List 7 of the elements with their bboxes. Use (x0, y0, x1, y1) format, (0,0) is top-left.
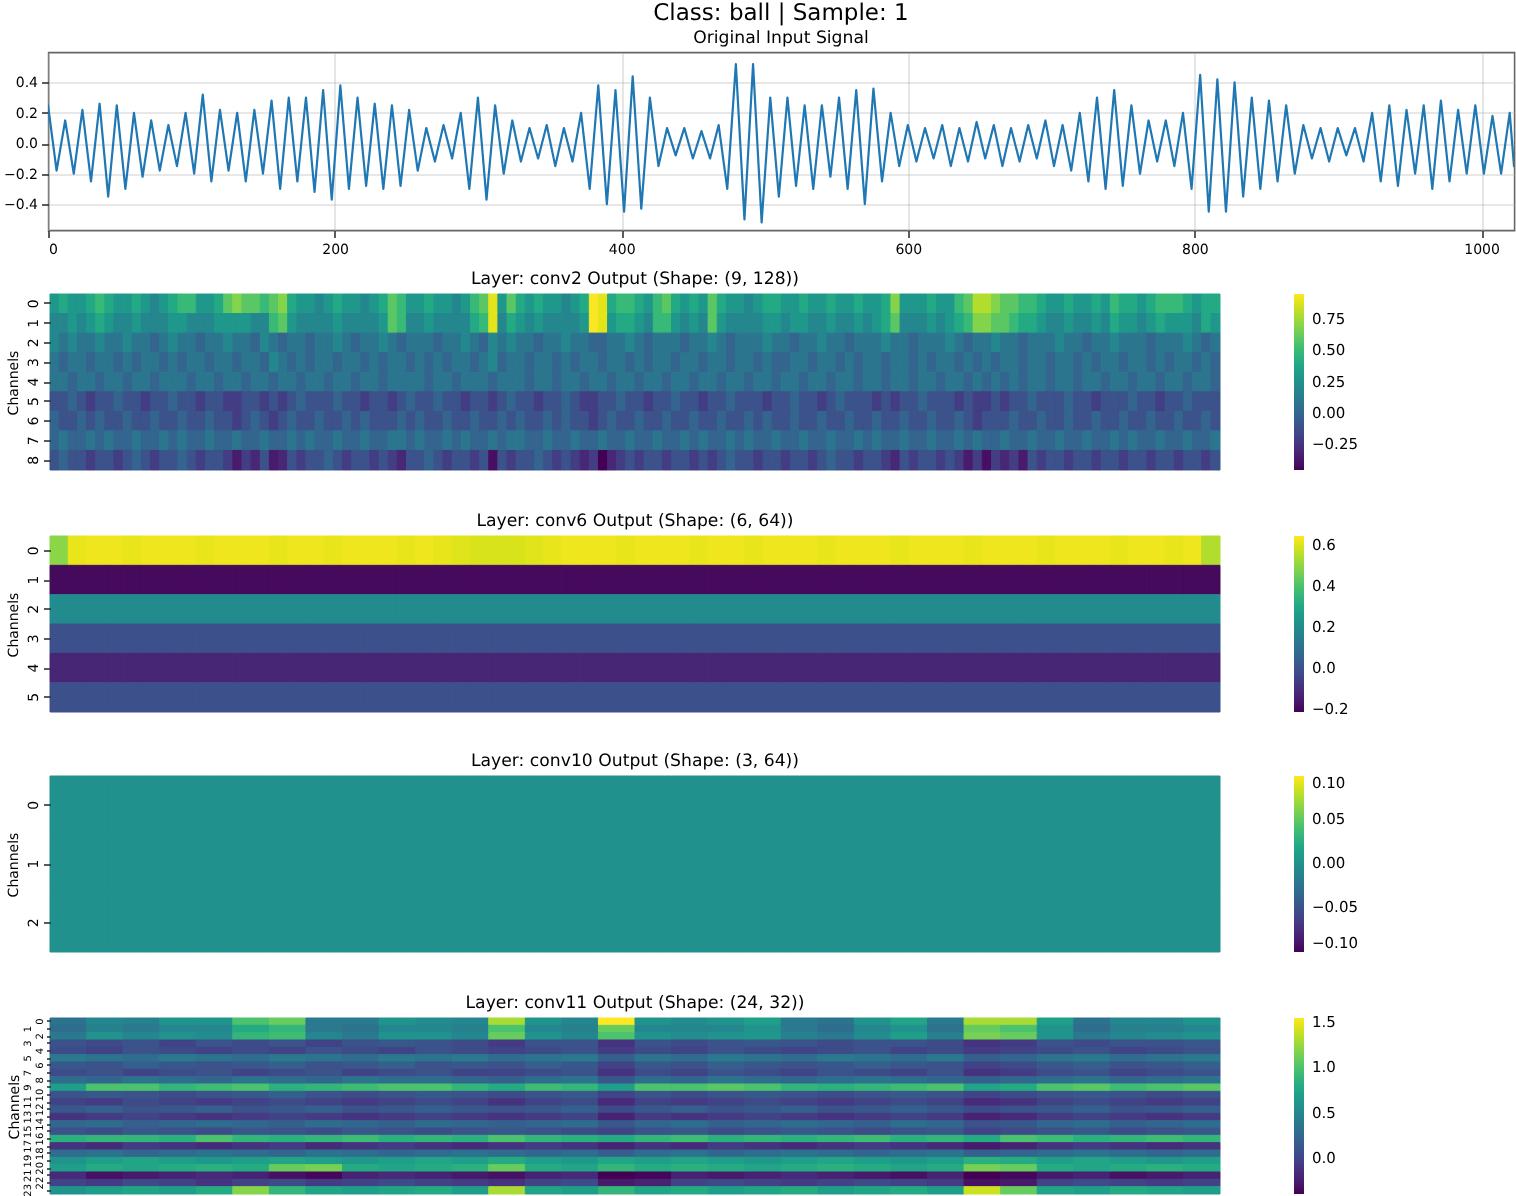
chart-title: Layer: conv10 Output (Shape: (3, 64)) (470, 752, 800, 773)
chart-title: Class: ball | Sample: 1 (653, 0, 909, 26)
chart-title: Layer: conv2 Output (Shape: (9, 128)) (470, 270, 800, 291)
chart-title: Layer: conv11 Output (Shape: (24, 32)) (465, 993, 805, 1014)
line-series (48, 63, 1514, 224)
chart-subtitle: Original Input Signal (693, 28, 869, 49)
chart-title: Layer: conv6 Output (Shape: (6, 64)) (476, 511, 794, 532)
